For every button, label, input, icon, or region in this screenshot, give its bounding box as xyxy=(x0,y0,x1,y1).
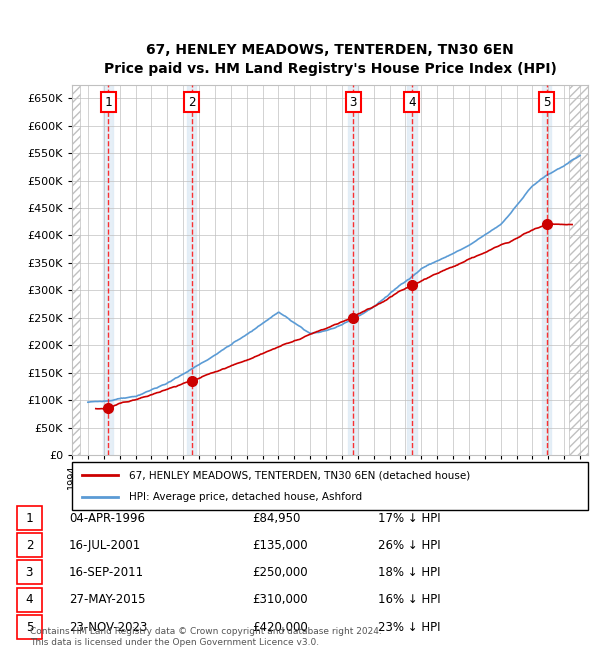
Text: 16-SEP-2011: 16-SEP-2011 xyxy=(69,566,144,579)
Text: 4: 4 xyxy=(408,96,416,109)
FancyBboxPatch shape xyxy=(72,462,588,510)
Text: 18% ↓ HPI: 18% ↓ HPI xyxy=(378,566,440,579)
Text: HPI: Average price, detached house, Ashford: HPI: Average price, detached house, Ashf… xyxy=(129,491,362,502)
Text: 23% ↓ HPI: 23% ↓ HPI xyxy=(378,621,440,634)
Text: 67, HENLEY MEADOWS, TENTERDEN, TN30 6EN (detached house): 67, HENLEY MEADOWS, TENTERDEN, TN30 6EN … xyxy=(129,470,470,480)
Text: 23-NOV-2023: 23-NOV-2023 xyxy=(69,621,148,634)
Text: 26% ↓ HPI: 26% ↓ HPI xyxy=(378,539,440,552)
Text: 5: 5 xyxy=(26,621,33,634)
Bar xyxy=(569,84,588,455)
Text: £310,000: £310,000 xyxy=(252,593,308,606)
Text: 27-MAY-2015: 27-MAY-2015 xyxy=(69,593,146,606)
Text: 04-APR-1996: 04-APR-1996 xyxy=(69,512,145,525)
Text: 3: 3 xyxy=(349,96,357,109)
Text: 16% ↓ HPI: 16% ↓ HPI xyxy=(378,593,440,606)
Bar xyxy=(187,84,196,455)
Text: 17% ↓ HPI: 17% ↓ HPI xyxy=(378,512,440,525)
Text: 4: 4 xyxy=(26,593,33,606)
Bar xyxy=(542,84,551,455)
Text: 1: 1 xyxy=(26,512,33,525)
Text: 2: 2 xyxy=(26,539,33,552)
Text: £135,000: £135,000 xyxy=(252,539,308,552)
Bar xyxy=(72,84,80,455)
Text: Contains HM Land Registry data © Crown copyright and database right 2024.
This d: Contains HM Land Registry data © Crown c… xyxy=(30,627,382,647)
Bar xyxy=(349,84,358,455)
Bar xyxy=(407,84,416,455)
Text: 3: 3 xyxy=(26,566,33,579)
Text: £250,000: £250,000 xyxy=(252,566,308,579)
Bar xyxy=(569,84,588,455)
Text: 1: 1 xyxy=(104,96,112,109)
Title: 67, HENLEY MEADOWS, TENTERDEN, TN30 6EN
Price paid vs. HM Land Registry's House : 67, HENLEY MEADOWS, TENTERDEN, TN30 6EN … xyxy=(104,43,556,77)
Bar xyxy=(72,84,80,455)
Text: 5: 5 xyxy=(543,96,550,109)
Text: 16-JUL-2001: 16-JUL-2001 xyxy=(69,539,141,552)
Text: £84,950: £84,950 xyxy=(252,512,301,525)
Bar xyxy=(103,84,113,455)
Text: 2: 2 xyxy=(188,96,196,109)
Text: £420,000: £420,000 xyxy=(252,621,308,634)
